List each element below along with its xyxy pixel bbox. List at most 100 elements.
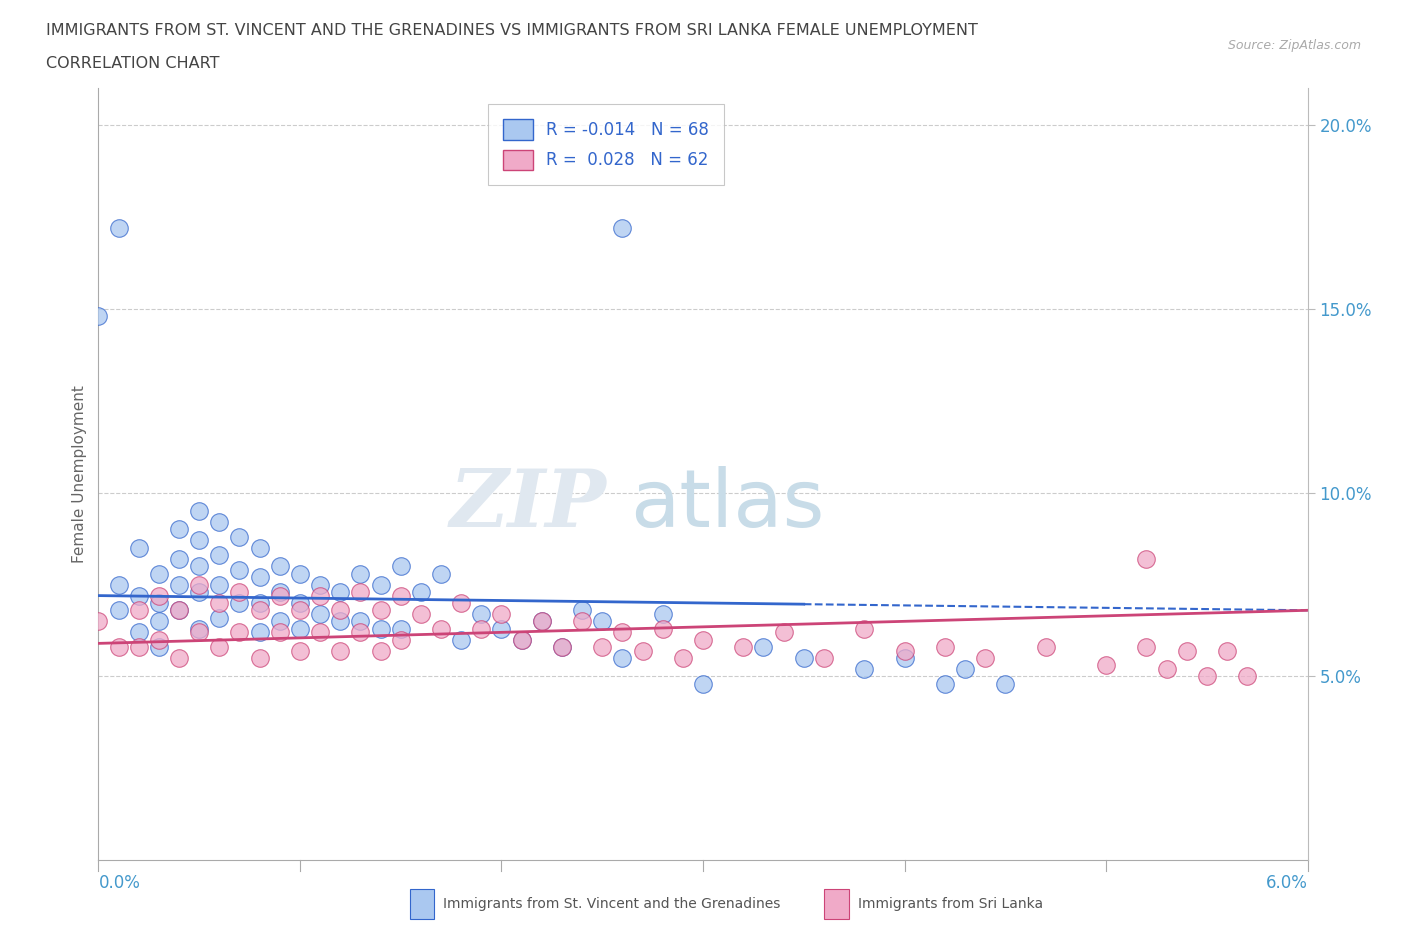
- Point: [107, 578, 129, 592]
- Point: [1236, 669, 1258, 684]
- Text: Immigrants from St. Vincent and the Grenadines: Immigrants from St. Vincent and the Gren…: [443, 897, 780, 911]
- Point: [249, 570, 271, 585]
- Point: [269, 614, 291, 629]
- Point: [167, 651, 190, 666]
- Point: [470, 621, 492, 636]
- Point: [128, 625, 150, 640]
- Point: [389, 632, 412, 647]
- Point: [1216, 644, 1239, 658]
- Point: [934, 676, 956, 691]
- Text: 6.0%: 6.0%: [1265, 874, 1308, 892]
- Point: [208, 640, 231, 655]
- Point: [228, 595, 250, 610]
- Text: 0.0%: 0.0%: [98, 874, 141, 892]
- Point: [893, 651, 915, 666]
- Point: [551, 640, 574, 655]
- Point: [450, 632, 472, 647]
- Point: [571, 603, 593, 618]
- Point: [853, 621, 876, 636]
- Point: [309, 606, 332, 621]
- Point: [491, 606, 513, 621]
- Point: [389, 559, 412, 574]
- Point: [813, 651, 835, 666]
- Point: [128, 540, 150, 555]
- Point: [329, 584, 352, 599]
- Point: [370, 578, 392, 592]
- Point: [430, 621, 453, 636]
- Point: [974, 651, 997, 666]
- Point: [107, 220, 129, 235]
- Point: [167, 603, 190, 618]
- Point: [309, 625, 332, 640]
- Point: [208, 548, 231, 563]
- Point: [349, 625, 371, 640]
- Point: [167, 522, 190, 537]
- Point: [309, 588, 332, 603]
- Point: [167, 578, 190, 592]
- Point: [87, 614, 110, 629]
- Point: [349, 584, 371, 599]
- Point: [370, 621, 392, 636]
- Point: [228, 529, 250, 544]
- Point: [631, 644, 654, 658]
- Point: [510, 632, 533, 647]
- Point: [188, 533, 211, 548]
- Point: [370, 603, 392, 618]
- Point: [389, 621, 412, 636]
- Point: [1135, 551, 1157, 566]
- Point: [733, 640, 755, 655]
- Point: [893, 644, 915, 658]
- Text: ZIP: ZIP: [450, 467, 606, 544]
- Point: [288, 644, 311, 658]
- Point: [349, 566, 371, 581]
- Point: [612, 220, 634, 235]
- Point: [612, 625, 634, 640]
- Point: [208, 514, 231, 529]
- Point: [530, 614, 553, 629]
- Point: [269, 584, 291, 599]
- Point: [1135, 640, 1157, 655]
- Point: [249, 603, 271, 618]
- Point: [370, 644, 392, 658]
- Point: [148, 566, 170, 581]
- Point: [409, 606, 432, 621]
- Point: [188, 559, 211, 574]
- Point: [148, 588, 170, 603]
- Point: [128, 640, 150, 655]
- Point: [591, 640, 613, 655]
- Point: [551, 640, 574, 655]
- Point: [853, 661, 876, 676]
- Point: [329, 644, 352, 658]
- Point: [530, 614, 553, 629]
- Point: [188, 584, 211, 599]
- Point: [934, 640, 956, 655]
- Point: [249, 651, 271, 666]
- Point: [651, 621, 673, 636]
- Point: [409, 584, 432, 599]
- Point: [269, 625, 291, 640]
- Point: [148, 614, 170, 629]
- Point: [148, 640, 170, 655]
- Point: [288, 566, 311, 581]
- Point: [249, 625, 271, 640]
- Point: [510, 632, 533, 647]
- Point: [188, 578, 211, 592]
- Text: Source: ZipAtlas.com: Source: ZipAtlas.com: [1227, 39, 1361, 52]
- Point: [128, 603, 150, 618]
- Text: Immigrants from Sri Lanka: Immigrants from Sri Lanka: [858, 897, 1043, 911]
- Point: [87, 309, 110, 324]
- Legend: R = -0.014   N = 68, R =  0.028   N = 62: R = -0.014 N = 68, R = 0.028 N = 62: [488, 104, 724, 185]
- Point: [288, 595, 311, 610]
- Point: [228, 625, 250, 640]
- Point: [288, 621, 311, 636]
- Point: [107, 603, 129, 618]
- Point: [188, 625, 211, 640]
- Point: [491, 621, 513, 636]
- Point: [692, 632, 714, 647]
- Text: IMMIGRANTS FROM ST. VINCENT AND THE GRENADINES VS IMMIGRANTS FROM SRI LANKA FEMA: IMMIGRANTS FROM ST. VINCENT AND THE GREN…: [46, 23, 979, 38]
- Point: [651, 606, 673, 621]
- Point: [107, 640, 129, 655]
- Point: [269, 588, 291, 603]
- Point: [188, 621, 211, 636]
- Point: [329, 614, 352, 629]
